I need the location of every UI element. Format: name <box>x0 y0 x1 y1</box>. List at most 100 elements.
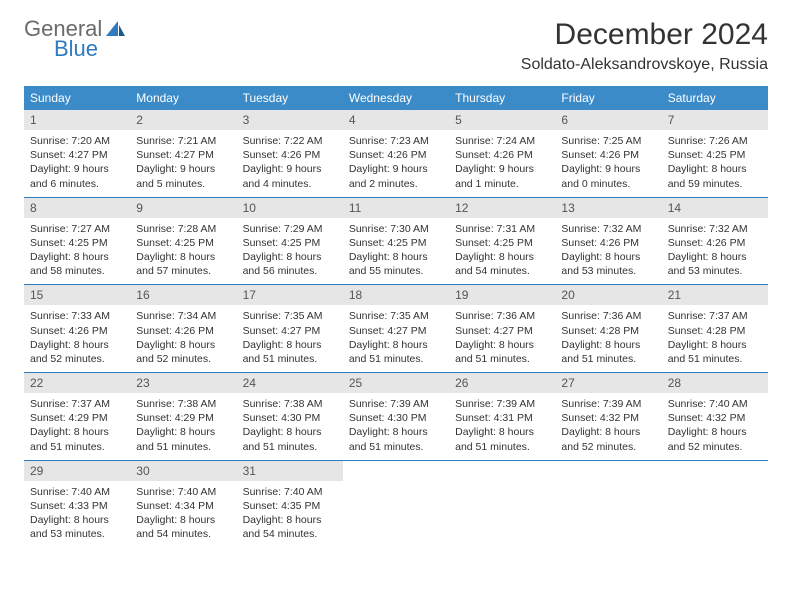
sunset-line: Sunset: 4:29 PM <box>136 411 230 425</box>
day-body: Sunrise: 7:20 AMSunset: 4:27 PMDaylight:… <box>24 130 130 197</box>
day-number: 30 <box>130 461 236 481</box>
calendar-cell: 30Sunrise: 7:40 AMSunset: 4:34 PMDayligh… <box>130 460 236 547</box>
calendar-cell: 3Sunrise: 7:22 AMSunset: 4:26 PMDaylight… <box>237 110 343 197</box>
day-body: Sunrise: 7:23 AMSunset: 4:26 PMDaylight:… <box>343 130 449 197</box>
sunrise-line: Sunrise: 7:25 AM <box>561 134 655 148</box>
calendar-cell: 4Sunrise: 7:23 AMSunset: 4:26 PMDaylight… <box>343 110 449 197</box>
sunrise-line: Sunrise: 7:38 AM <box>243 397 337 411</box>
calendar-cell: 9Sunrise: 7:28 AMSunset: 4:25 PMDaylight… <box>130 197 236 285</box>
calendar-cell: 21Sunrise: 7:37 AMSunset: 4:28 PMDayligh… <box>662 285 768 373</box>
sunrise-line: Sunrise: 7:29 AM <box>243 222 337 236</box>
sunset-line: Sunset: 4:31 PM <box>455 411 549 425</box>
day-body: Sunrise: 7:37 AMSunset: 4:28 PMDaylight:… <box>662 305 768 372</box>
sunset-line: Sunset: 4:26 PM <box>561 148 655 162</box>
sunrise-line: Sunrise: 7:20 AM <box>30 134 124 148</box>
sunrise-line: Sunrise: 7:35 AM <box>349 309 443 323</box>
sunset-line: Sunset: 4:26 PM <box>30 324 124 338</box>
sunset-line: Sunset: 4:25 PM <box>349 236 443 250</box>
day-number: 8 <box>24 198 130 218</box>
day-body: Sunrise: 7:35 AMSunset: 4:27 PMDaylight:… <box>237 305 343 372</box>
daylight-line: Daylight: 8 hours and 53 minutes. <box>561 250 655 278</box>
weekday-header: Saturday <box>662 86 768 110</box>
daylight-line: Daylight: 9 hours and 6 minutes. <box>30 162 124 190</box>
calendar-cell: 14Sunrise: 7:32 AMSunset: 4:26 PMDayligh… <box>662 197 768 285</box>
sunset-line: Sunset: 4:27 PM <box>243 324 337 338</box>
daylight-line: Daylight: 9 hours and 1 minute. <box>455 162 549 190</box>
sunset-line: Sunset: 4:32 PM <box>561 411 655 425</box>
header: General Blue December 2024 Soldato-Aleks… <box>24 18 768 74</box>
calendar-cell: 12Sunrise: 7:31 AMSunset: 4:25 PMDayligh… <box>449 197 555 285</box>
calendar-cell: .. <box>343 460 449 547</box>
calendar-cell: .. <box>449 460 555 547</box>
calendar-cell: 13Sunrise: 7:32 AMSunset: 4:26 PMDayligh… <box>555 197 661 285</box>
day-body: Sunrise: 7:24 AMSunset: 4:26 PMDaylight:… <box>449 130 555 197</box>
calendar-cell: 23Sunrise: 7:38 AMSunset: 4:29 PMDayligh… <box>130 373 236 461</box>
day-body: Sunrise: 7:40 AMSunset: 4:33 PMDaylight:… <box>24 481 130 548</box>
day-body: Sunrise: 7:40 AMSunset: 4:35 PMDaylight:… <box>237 481 343 548</box>
day-number: 14 <box>662 198 768 218</box>
daylight-line: Daylight: 8 hours and 51 minutes. <box>136 425 230 453</box>
day-number: 23 <box>130 373 236 393</box>
daylight-line: Daylight: 8 hours and 51 minutes. <box>30 425 124 453</box>
sunrise-line: Sunrise: 7:33 AM <box>30 309 124 323</box>
day-body: Sunrise: 7:21 AMSunset: 4:27 PMDaylight:… <box>130 130 236 197</box>
day-number: 1 <box>24 110 130 130</box>
sunrise-line: Sunrise: 7:26 AM <box>668 134 762 148</box>
weekday-header: Monday <box>130 86 236 110</box>
day-number: 7 <box>662 110 768 130</box>
weekday-header: Sunday <box>24 86 130 110</box>
day-number: 21 <box>662 285 768 305</box>
day-body: Sunrise: 7:39 AMSunset: 4:32 PMDaylight:… <box>555 393 661 460</box>
day-number: 31 <box>237 461 343 481</box>
daylight-line: Daylight: 8 hours and 53 minutes. <box>30 513 124 541</box>
sunrise-line: Sunrise: 7:34 AM <box>136 309 230 323</box>
day-body: Sunrise: 7:36 AMSunset: 4:27 PMDaylight:… <box>449 305 555 372</box>
day-number: 4 <box>343 110 449 130</box>
calendar-cell: 19Sunrise: 7:36 AMSunset: 4:27 PMDayligh… <box>449 285 555 373</box>
day-body: Sunrise: 7:31 AMSunset: 4:25 PMDaylight:… <box>449 218 555 285</box>
daylight-line: Daylight: 8 hours and 54 minutes. <box>455 250 549 278</box>
sunrise-line: Sunrise: 7:40 AM <box>668 397 762 411</box>
sunrise-line: Sunrise: 7:31 AM <box>455 222 549 236</box>
day-number: 20 <box>555 285 661 305</box>
sunrise-line: Sunrise: 7:40 AM <box>30 485 124 499</box>
calendar-cell: 29Sunrise: 7:40 AMSunset: 4:33 PMDayligh… <box>24 460 130 547</box>
day-number: 12 <box>449 198 555 218</box>
sunset-line: Sunset: 4:29 PM <box>30 411 124 425</box>
sunset-line: Sunset: 4:35 PM <box>243 499 337 513</box>
calendar-cell: 8Sunrise: 7:27 AMSunset: 4:25 PMDaylight… <box>24 197 130 285</box>
daylight-line: Daylight: 8 hours and 52 minutes. <box>30 338 124 366</box>
day-number: 17 <box>237 285 343 305</box>
day-number: 5 <box>449 110 555 130</box>
sunrise-line: Sunrise: 7:39 AM <box>561 397 655 411</box>
calendar-cell: 16Sunrise: 7:34 AMSunset: 4:26 PMDayligh… <box>130 285 236 373</box>
sunrise-line: Sunrise: 7:39 AM <box>349 397 443 411</box>
day-body: Sunrise: 7:36 AMSunset: 4:28 PMDaylight:… <box>555 305 661 372</box>
sunrise-line: Sunrise: 7:37 AM <box>30 397 124 411</box>
day-body: Sunrise: 7:37 AMSunset: 4:29 PMDaylight:… <box>24 393 130 460</box>
daylight-line: Daylight: 8 hours and 51 minutes. <box>455 425 549 453</box>
day-body: Sunrise: 7:40 AMSunset: 4:32 PMDaylight:… <box>662 393 768 460</box>
sunrise-line: Sunrise: 7:35 AM <box>243 309 337 323</box>
day-body: Sunrise: 7:39 AMSunset: 4:31 PMDaylight:… <box>449 393 555 460</box>
sunrise-line: Sunrise: 7:23 AM <box>349 134 443 148</box>
sunrise-line: Sunrise: 7:24 AM <box>455 134 549 148</box>
sunset-line: Sunset: 4:28 PM <box>668 324 762 338</box>
day-number: 15 <box>24 285 130 305</box>
logo-text-block: General Blue <box>24 18 102 60</box>
calendar-cell: 17Sunrise: 7:35 AMSunset: 4:27 PMDayligh… <box>237 285 343 373</box>
daylight-line: Daylight: 8 hours and 51 minutes. <box>349 425 443 453</box>
daylight-line: Daylight: 8 hours and 54 minutes. <box>136 513 230 541</box>
daylight-line: Daylight: 8 hours and 51 minutes. <box>561 338 655 366</box>
sunrise-line: Sunrise: 7:37 AM <box>668 309 762 323</box>
calendar-cell: .. <box>662 460 768 547</box>
sunrise-line: Sunrise: 7:36 AM <box>455 309 549 323</box>
day-number: 19 <box>449 285 555 305</box>
daylight-line: Daylight: 9 hours and 2 minutes. <box>349 162 443 190</box>
logo-word-blue: Blue <box>54 38 102 60</box>
day-number: 13 <box>555 198 661 218</box>
daylight-line: Daylight: 8 hours and 51 minutes. <box>668 338 762 366</box>
day-body: Sunrise: 7:35 AMSunset: 4:27 PMDaylight:… <box>343 305 449 372</box>
day-body: Sunrise: 7:40 AMSunset: 4:34 PMDaylight:… <box>130 481 236 548</box>
day-number: 26 <box>449 373 555 393</box>
